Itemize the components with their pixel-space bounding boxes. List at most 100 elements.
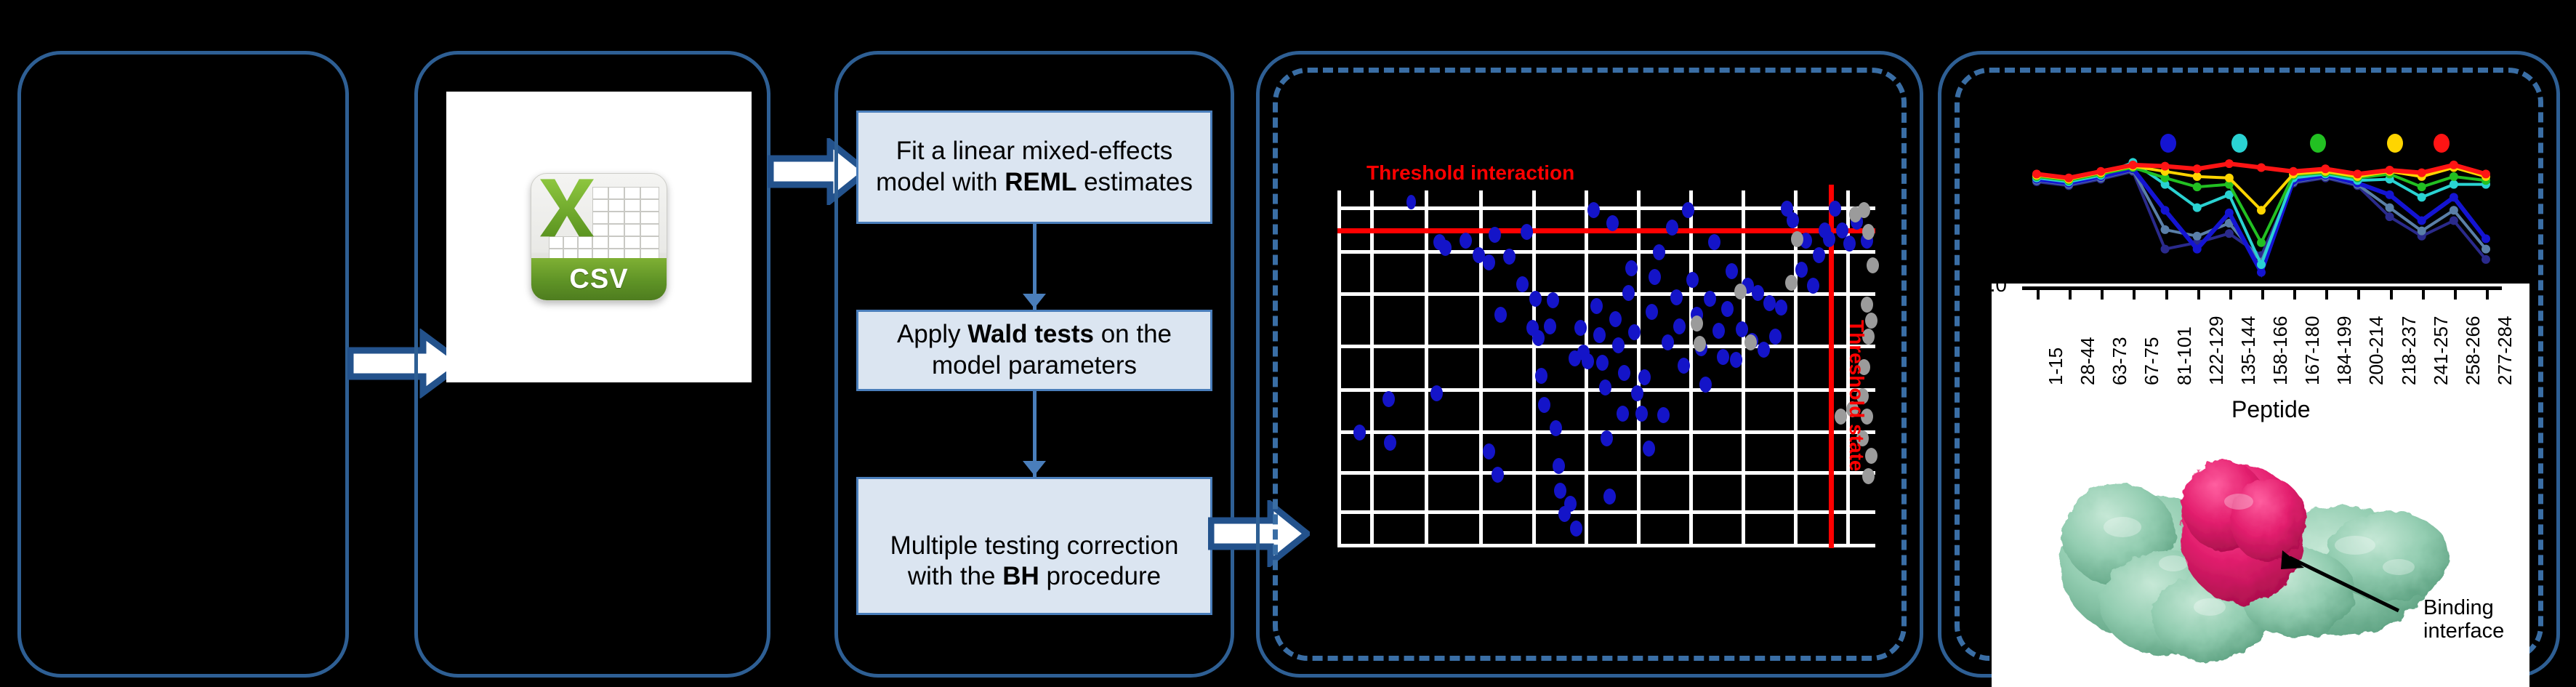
point-s-blue-11 <box>2385 190 2394 199</box>
point-s-blue-12 <box>2417 216 2426 225</box>
arrow-csv-to-model <box>768 138 869 205</box>
legend-dot-blue <box>2160 134 2176 153</box>
csv-panel <box>414 51 770 678</box>
wald-test-box: Apply Wald tests on the model parameters <box>856 310 1212 391</box>
x-tick-label-11: 218-237 <box>2397 316 2420 385</box>
point-s-blue-7 <box>2257 268 2266 277</box>
threshold-interaction-label: Threshold interaction <box>1367 161 1575 184</box>
point-s-red-0 <box>2032 169 2041 179</box>
x-tick-label-2: 63-73 <box>2109 337 2131 386</box>
point-s-steel-13 <box>2449 206 2458 215</box>
threshold-interaction-line <box>1337 228 1875 233</box>
x-tick-label-5: 122-129 <box>2205 316 2227 385</box>
legend-dot-green <box>2310 134 2326 153</box>
peptide-line-chart <box>2006 108 2529 291</box>
point-s-cyan-6 <box>2224 190 2234 199</box>
point-s-yellow-5 <box>2192 172 2202 181</box>
x-tick-2 <box>2101 288 2104 300</box>
x-tick-label-6: 135-144 <box>2237 316 2259 385</box>
point-s-red-14 <box>2482 169 2490 179</box>
point-s-red-1 <box>2064 173 2074 182</box>
point-s-green-6 <box>2224 180 2234 189</box>
csv-label-band: CSV <box>531 258 667 300</box>
point-s-red-11 <box>2385 166 2394 175</box>
point-s-blue-13 <box>2449 193 2458 202</box>
csv-file-icon: CSV <box>446 92 752 382</box>
point-s-steel-12 <box>2417 226 2426 236</box>
x-tick-11 <box>2389 288 2393 300</box>
x-tick-12 <box>2421 288 2425 300</box>
x-tick-4 <box>2165 288 2168 300</box>
x-tick-label-12: 241-257 <box>2429 316 2452 385</box>
legend-dot-yellow <box>2387 134 2403 153</box>
point-s-red-4 <box>2160 161 2170 171</box>
bh-correction-text: Multiple testing correction with the BH … <box>890 531 1179 591</box>
spreadsheet-grid <box>549 187 661 261</box>
binding-interface-line1: Binding <box>2423 596 2494 619</box>
stats-panel <box>834 51 1234 678</box>
x-tick-7 <box>2261 288 2264 300</box>
peptide-series-lines <box>2032 158 2490 278</box>
x-tick-label-10: 200-214 <box>2365 316 2388 385</box>
x-tick-9 <box>2325 288 2329 300</box>
y-tick-label-0: 0.0 <box>1992 284 2007 296</box>
x-tick-0 <box>2037 288 2040 300</box>
x-tick-14 <box>2486 288 2489 300</box>
fit-model-box: Fit a linear mixed-effects model with RE… <box>856 111 1212 224</box>
x-tick-10 <box>2357 288 2361 300</box>
bh-correction-box: Multiple testing correction with the BH … <box>856 477 1212 615</box>
point-s-steel-14 <box>2482 244 2490 254</box>
point-s-red-8 <box>2289 166 2298 176</box>
connector-arrowhead-bh <box>1023 461 1046 475</box>
legend-dot-cyan <box>2231 134 2247 153</box>
connector-arrowhead-wald <box>1023 294 1046 308</box>
x-tick-label-14: 277-284 <box>2494 316 2516 385</box>
point-s-steel-11 <box>2385 203 2394 212</box>
point-s-blue-6 <box>2224 208 2234 217</box>
x-tick-label-4: 81-101 <box>2173 326 2195 385</box>
binding-interface-line2: interface <box>2423 619 2505 643</box>
x-tick-label-13: 258-266 <box>2461 316 2484 385</box>
threshold-state-label: Threshold state <box>1846 320 1868 472</box>
point-s-cyan-13 <box>2449 180 2458 189</box>
point-s-green-7 <box>2257 238 2266 247</box>
point-s-cyan-12 <box>2417 193 2426 202</box>
binding-interface-annotation: Binding interface <box>2423 596 2504 643</box>
legend-dot-red <box>2434 134 2450 153</box>
x-tick-label-7: 158-166 <box>2269 316 2291 385</box>
point-s-cyan-4 <box>2160 180 2170 189</box>
point-s-blue-5 <box>2192 244 2202 254</box>
x-tick-label-9: 184-199 <box>2333 316 2356 385</box>
point-s-red-6 <box>2224 159 2234 169</box>
point-s-navy-13 <box>2449 216 2458 225</box>
arrow-input-to-csv <box>347 329 467 398</box>
x-tick-6 <box>2229 288 2232 300</box>
x-tick-label-1: 28-44 <box>2077 337 2099 386</box>
x-tick-label-0: 1-15 <box>2045 347 2066 385</box>
point-s-cyan-7 <box>2257 260 2266 269</box>
point-s-green-5 <box>2192 182 2202 192</box>
point-s-navy-11 <box>2385 212 2394 222</box>
x-tick-3 <box>2133 288 2136 300</box>
fit-model-text: Fit a linear mixed-effects model with RE… <box>876 137 1193 196</box>
point-s-steel-5 <box>2192 231 2202 241</box>
wald-test-text: Apply Wald tests on the model parameters <box>896 320 1172 379</box>
x-tick-1 <box>2069 288 2072 300</box>
point-s-red-13 <box>2449 160 2458 169</box>
x-tick-label-8: 167-180 <box>2301 316 2324 385</box>
peptide-axis-title: Peptide <box>2231 396 2311 422</box>
excel-x-glyph <box>540 179 594 237</box>
threshold-state-line <box>1829 185 1834 548</box>
point-s-cyan-5 <box>2192 203 2202 212</box>
point-s-green-4 <box>2160 173 2170 182</box>
point-s-red-2 <box>2096 166 2106 176</box>
x-tick-8 <box>2293 288 2297 300</box>
point-s-green-12 <box>2417 182 2426 192</box>
point-s-navy-14 <box>2482 254 2490 264</box>
point-s-red-5 <box>2192 164 2202 174</box>
csv-label: CSV <box>569 263 629 294</box>
point-s-red-7 <box>2257 163 2266 172</box>
connector-fit-to-wald <box>1033 224 1037 310</box>
protein-surface-render <box>2061 460 2450 662</box>
